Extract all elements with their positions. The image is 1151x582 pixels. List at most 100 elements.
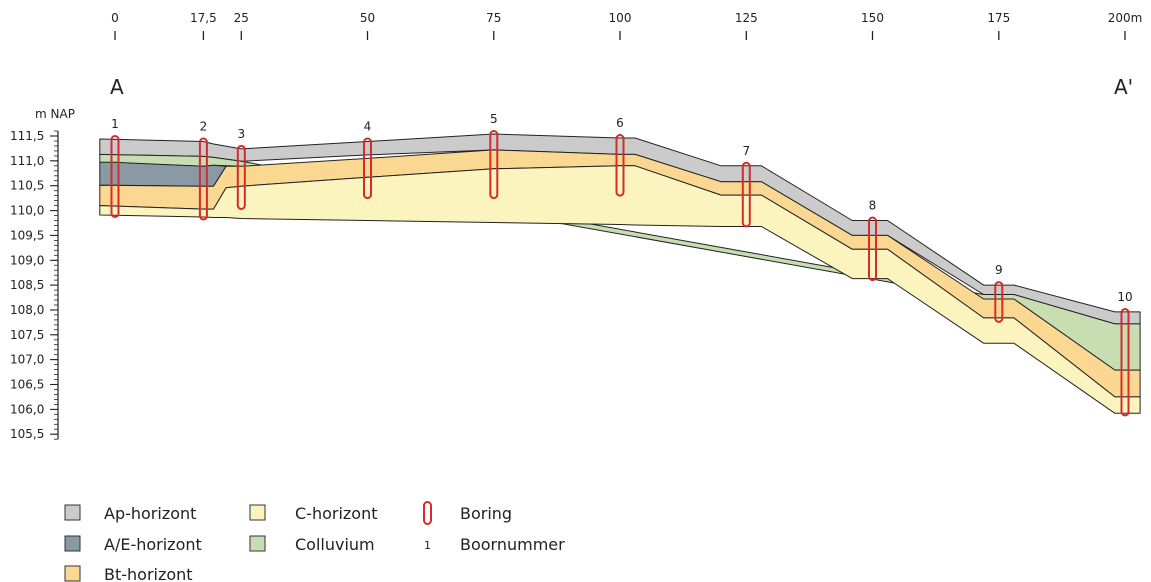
legend-item-ap: Ap-horizont	[64, 504, 196, 523]
legend-label-c: C-horizont	[295, 504, 378, 523]
legend-label-bt: Bt-horizont	[104, 565, 193, 582]
y-tick-label: 105,5	[10, 427, 44, 441]
legend-label-ap: Ap-horizont	[104, 504, 196, 523]
boring-marker	[489, 130, 499, 200]
boring-5: 5	[489, 112, 499, 200]
x-tick: 100	[609, 11, 632, 40]
y-tick-label: 109,5	[10, 228, 44, 242]
y-tick-label: 111,5	[10, 129, 44, 143]
x-tick-label: 200m	[1108, 11, 1143, 25]
x-tick-label: 50	[360, 11, 375, 25]
x-tick-label: 0	[111, 11, 119, 25]
x-tick: 150	[861, 11, 884, 40]
y-tick-label: 111,0	[10, 154, 44, 168]
boring-4: 4	[363, 120, 372, 200]
boring-number: 5	[490, 112, 498, 126]
legend-item-bt: Bt-horizont	[64, 565, 193, 582]
elevation-axis: 111,5 111,0 110,5 110,0 109,5 109,0 108,5 108,0…	[10, 129, 59, 441]
x-tick-label: 100	[609, 11, 632, 25]
boring-9: 9	[994, 263, 1004, 323]
legend-label-boornummer: Boornummer	[460, 535, 565, 554]
boring-number: 6	[616, 116, 624, 130]
boring-number: 4	[364, 120, 372, 134]
soil-layers	[99, 133, 1141, 414]
legend: Ap-horizont A/E-horizont Bt-horizont C-h…	[64, 501, 565, 582]
legend-swatch-bt	[64, 565, 81, 582]
distance-axis: 0 17,5 25 50 75 100 125 150 175 200m	[111, 11, 1142, 40]
y-tick: 107,0	[10, 353, 58, 367]
layer-c	[99, 165, 1141, 414]
x-tick: 200m	[1108, 11, 1143, 40]
y-tick: 110,0	[10, 204, 58, 218]
boring-number: 10	[1117, 290, 1132, 304]
y-tick: 106,5	[10, 378, 58, 392]
legend-number-sample: 1	[424, 539, 431, 552]
boring-number: 2	[200, 120, 208, 134]
section-end-label: A'	[1114, 75, 1133, 99]
boring-marker	[741, 161, 751, 228]
boring-3: 3	[236, 127, 246, 210]
legend-label-boring: Boring	[460, 504, 512, 523]
x-tick-label: 175	[987, 11, 1010, 25]
boring-marker	[110, 135, 120, 218]
y-tick-label: 108,5	[10, 278, 44, 292]
y-tick: 109,0	[10, 253, 58, 267]
y-tick: 108,5	[10, 278, 58, 292]
boring-number: 7	[742, 144, 750, 158]
boring-number: 8	[869, 199, 877, 213]
legend-item-colluvium: Colluvium	[249, 535, 375, 554]
x-tick-label: 125	[735, 11, 758, 25]
y-tick-label: 106,0	[10, 402, 44, 416]
legend-label-colluvium: Colluvium	[295, 535, 375, 554]
y-tick-label: 110,5	[10, 179, 44, 193]
boring-number: 9	[995, 263, 1003, 277]
x-tick: 75	[486, 11, 501, 40]
x-tick: 17,5	[190, 11, 217, 40]
x-tick: 50	[360, 11, 375, 40]
boring-7: 7	[741, 144, 751, 228]
y-tick-label: 107,5	[10, 328, 44, 342]
x-tick-label: 150	[861, 11, 884, 25]
legend-item-boornummer: 1 Boornummer	[424, 535, 565, 554]
y-axis-title: m NAP	[35, 107, 75, 121]
y-tick: 111,5	[10, 129, 58, 143]
x-tick: 125	[735, 11, 758, 40]
y-tick: 106,0	[10, 402, 58, 416]
boring-marker	[236, 144, 246, 210]
boring-10: 10	[1117, 290, 1133, 417]
y-tick: 110,5	[10, 179, 58, 193]
y-tick-label: 108,0	[10, 303, 44, 317]
y-tick: 109,5	[10, 228, 58, 242]
legend-item-boring: Boring	[423, 501, 512, 525]
x-tick-label: 25	[234, 11, 249, 25]
boring-marker	[198, 137, 208, 221]
boring-number: 1	[111, 117, 119, 131]
boring-1: 1	[110, 117, 120, 218]
legend-swatch-c	[249, 504, 266, 521]
boring-number: 3	[237, 127, 245, 141]
legend-item-ae: A/E-horizont	[64, 535, 202, 554]
y-tick: 107,5	[10, 328, 58, 342]
y-tick: 111,0	[10, 154, 58, 168]
boring-8: 8	[868, 199, 877, 282]
boring-2: 2	[198, 120, 208, 221]
y-tick-label: 110,0	[10, 204, 44, 218]
x-tick-label: 17,5	[190, 11, 217, 25]
borings: 1 2 3 4 5 6 7 8 9 10	[110, 112, 1133, 417]
boring-marker	[868, 216, 877, 282]
y-tick-label: 106,5	[10, 378, 44, 392]
boring-marker	[1120, 308, 1130, 417]
y-tick-label: 107,0	[10, 353, 44, 367]
y-tick: 108,0	[10, 303, 58, 317]
y-tick: 105,5	[10, 427, 58, 441]
legend-swatch-ap	[64, 504, 81, 521]
x-tick: 25	[234, 11, 249, 40]
x-tick: 175	[987, 11, 1010, 40]
boring-6: 6	[615, 116, 625, 197]
boring-marker	[363, 137, 372, 200]
boring-marker	[615, 134, 625, 197]
section-start-label: A	[110, 75, 124, 99]
boring-marker	[994, 281, 1004, 323]
legend-item-c: C-horizont	[249, 504, 378, 523]
